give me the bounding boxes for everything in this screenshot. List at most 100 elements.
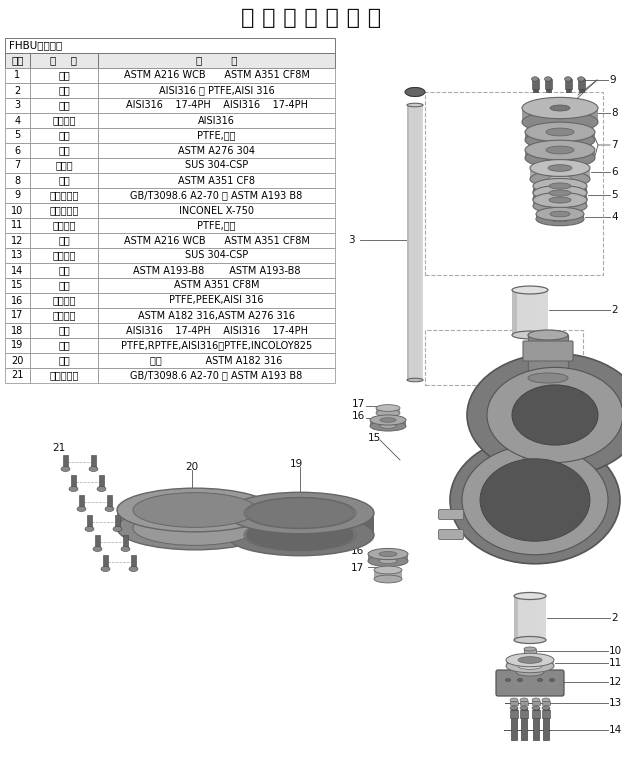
Text: 15: 15 [11, 280, 24, 290]
Ellipse shape [546, 128, 574, 136]
Bar [30, 188, 98, 203]
Ellipse shape [522, 98, 598, 118]
Bar [30, 338, 98, 353]
Ellipse shape [549, 189, 571, 195]
Text: 序号: 序号 [11, 55, 24, 65]
Bar [98, 278, 335, 293]
Bar [79, 495, 84, 509]
Bar [521, 708, 527, 740]
Text: 压圈: 压圈 [58, 145, 70, 155]
Bar [5, 113, 30, 128]
Bar [246, 513, 354, 535]
Bar [5, 278, 30, 293]
Bar [30, 218, 98, 233]
Ellipse shape [549, 190, 571, 196]
Ellipse shape [546, 146, 574, 154]
Text: ASTM A351 CF8M: ASTM A351 CF8M [174, 280, 259, 290]
Bar [30, 68, 98, 83]
Bar [525, 150, 595, 158]
Ellipse shape [506, 659, 554, 673]
Ellipse shape [467, 353, 622, 477]
Bar [506, 660, 554, 666]
Bar [545, 78, 550, 92]
Bar [5, 203, 30, 218]
Bar [30, 323, 98, 338]
Text: 防静电弹簧: 防静电弹簧 [49, 206, 79, 216]
Bar [5, 293, 30, 308]
Ellipse shape [506, 654, 554, 667]
Bar [98, 98, 335, 113]
Bar [5, 218, 30, 233]
Text: AISI316: AISI316 [198, 115, 235, 125]
Bar [30, 308, 98, 323]
Text: ASTM A351 CF8: ASTM A351 CF8 [178, 176, 255, 186]
Bar [512, 290, 516, 335]
Bar [131, 555, 136, 569]
Bar [549, 193, 571, 199]
Bar [30, 83, 98, 98]
Bar [520, 710, 528, 718]
Ellipse shape [113, 527, 122, 531]
Text: PTFE,RPTFE,AISI316衬PTFE,INCOLOY825: PTFE,RPTFE,AISI316衬PTFE,INCOLOY825 [121, 340, 312, 350]
Text: 阀杆: 阀杆 [58, 101, 70, 111]
Bar [533, 708, 539, 740]
Ellipse shape [533, 185, 587, 200]
Ellipse shape [536, 207, 584, 220]
Bar [71, 475, 76, 489]
Bar [536, 455, 560, 490]
Bar [98, 188, 335, 203]
Ellipse shape [368, 555, 408, 567]
Text: 止推轴承: 止推轴承 [52, 296, 76, 306]
Ellipse shape [537, 678, 542, 681]
Bar [542, 710, 550, 718]
Text: ASTM A216 WCB      ASTM A351 CF8M: ASTM A216 WCB ASTM A351 CF8M [124, 236, 309, 246]
Bar [530, 168, 590, 179]
Ellipse shape [69, 486, 78, 492]
Ellipse shape [512, 286, 548, 294]
Text: 20: 20 [185, 462, 198, 472]
Text: 部    件: 部 件 [50, 55, 78, 65]
Ellipse shape [97, 486, 106, 492]
Text: 锲销: 锲销 [58, 326, 70, 336]
Text: PTFE,石墨: PTFE,石墨 [197, 220, 236, 230]
Ellipse shape [546, 154, 574, 162]
Ellipse shape [101, 567, 110, 571]
Ellipse shape [510, 698, 518, 702]
Text: 材        料: 材 料 [196, 55, 237, 65]
Bar [5, 308, 30, 323]
Text: 1: 1 [14, 71, 21, 81]
Text: 20: 20 [11, 356, 24, 366]
Text: 17: 17 [351, 563, 364, 573]
Bar [532, 78, 537, 92]
Bar [523, 430, 547, 460]
Bar [98, 128, 335, 143]
Ellipse shape [376, 405, 400, 412]
Ellipse shape [524, 647, 536, 651]
Text: 17: 17 [11, 310, 24, 320]
Ellipse shape [525, 141, 595, 160]
Ellipse shape [77, 507, 86, 511]
Ellipse shape [407, 103, 423, 107]
Ellipse shape [450, 436, 620, 564]
Bar [565, 78, 570, 92]
Bar [95, 535, 100, 549]
Ellipse shape [518, 657, 542, 664]
Text: FHBU系列蝶阀: FHBU系列蝶阀 [9, 41, 62, 51]
Bar [578, 78, 583, 92]
Text: 盖板: 盖板 [58, 236, 70, 246]
Ellipse shape [549, 197, 571, 203]
Text: 14: 14 [609, 725, 622, 735]
Bar [532, 701, 540, 705]
Ellipse shape [226, 515, 374, 556]
Bar [30, 203, 98, 218]
Ellipse shape [117, 506, 273, 550]
Text: ASTM A276 304: ASTM A276 304 [178, 145, 255, 155]
Text: PTFE,石墨: PTFE,石墨 [197, 131, 236, 141]
Text: 6: 6 [14, 145, 21, 155]
Ellipse shape [380, 424, 396, 429]
Text: 16: 16 [11, 296, 24, 306]
Text: 4: 4 [14, 115, 21, 125]
Text: 密封垫片: 密封垫片 [52, 220, 76, 230]
Bar [380, 420, 396, 426]
Ellipse shape [244, 519, 356, 551]
